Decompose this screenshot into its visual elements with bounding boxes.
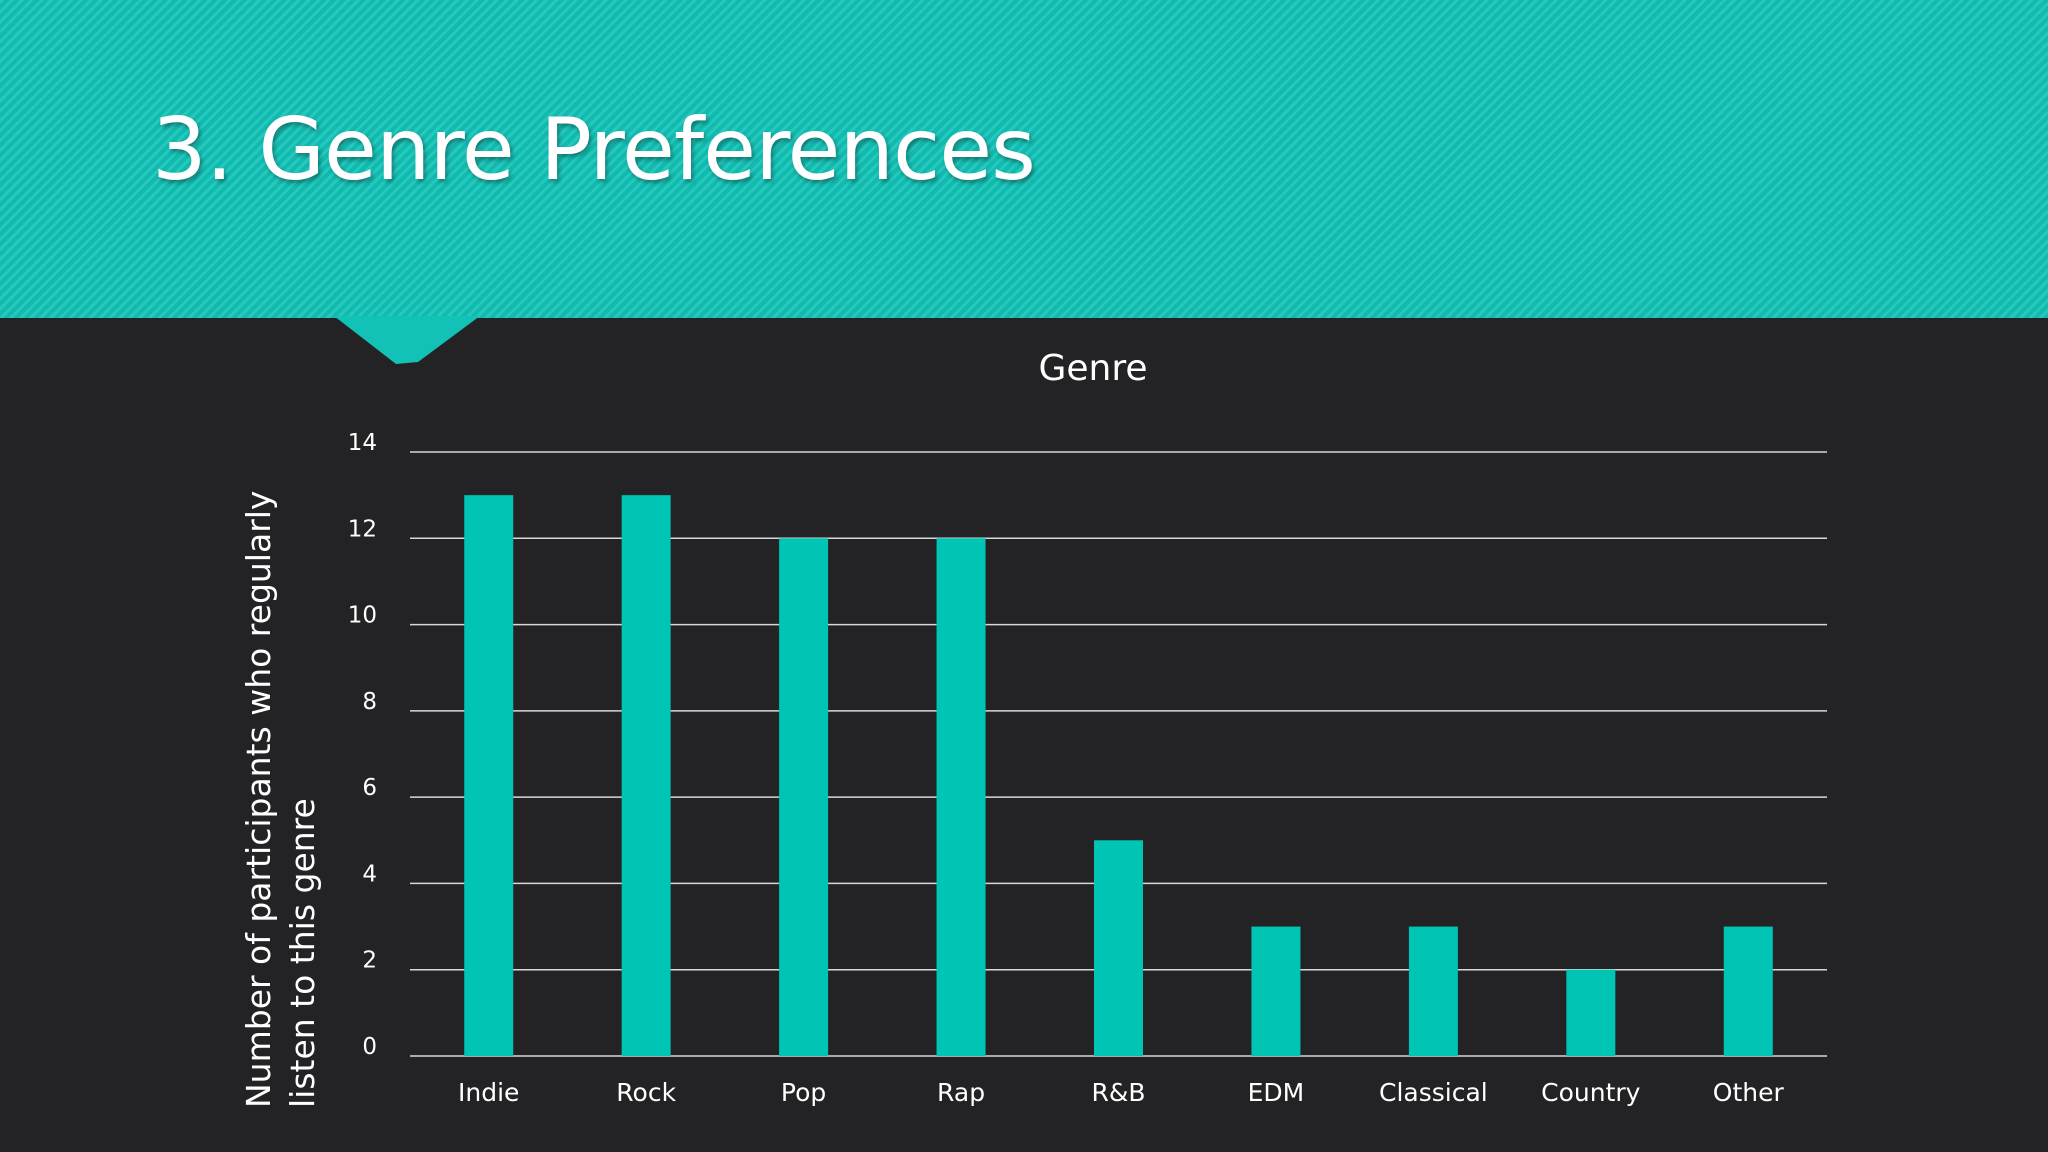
y-tick-label: 6 [362,775,377,801]
x-tick-label: Indie [458,1078,519,1107]
y-tick-label: 2 [362,948,377,974]
x-tick-label: Other [1713,1078,1785,1107]
bar [936,538,986,1056]
chart-title: Genre [1038,348,1147,389]
y-axis-label-line: Number of participants who regularly [239,491,278,1108]
y-tick-label: 10 [348,603,377,629]
x-tick-labels: Indie Rock Pop Rap R&B EDM Classical Country Oth… [458,1078,1784,1107]
x-tick-label: Country [1541,1078,1641,1107]
y-tick-label: 0 [362,1034,377,1060]
y-tick-labels: 0 2 4 6 8 10 12 14 [348,430,377,1060]
y-tick-label: 4 [362,861,377,887]
bars [464,495,1773,1057]
x-tick-label: Rock [616,1078,676,1107]
x-tick-label: Pop [781,1078,826,1107]
bar [1408,926,1458,1056]
slide-header [0,0,2048,318]
bar [1094,840,1143,1056]
bar [464,495,514,1057]
y-tick-label: 14 [348,430,377,456]
x-tick-label: Rap [937,1078,985,1107]
y-axis-label-line: listen to this genre [283,798,322,1108]
x-tick-label: EDM [1248,1078,1305,1107]
bar [621,495,671,1057]
y-tick-label: 12 [348,516,377,542]
x-tick-label: Classical [1379,1078,1488,1107]
bar [1251,926,1301,1056]
y-tick-label: 8 [362,689,377,715]
x-tick-label: R&B [1091,1078,1145,1107]
bar [1723,926,1773,1056]
bar [1566,969,1616,1056]
y-axis-label: Number of participants who regularly list… [239,491,322,1108]
bar [779,538,829,1056]
slide-title: 3. Genre Preferences [152,100,1036,200]
